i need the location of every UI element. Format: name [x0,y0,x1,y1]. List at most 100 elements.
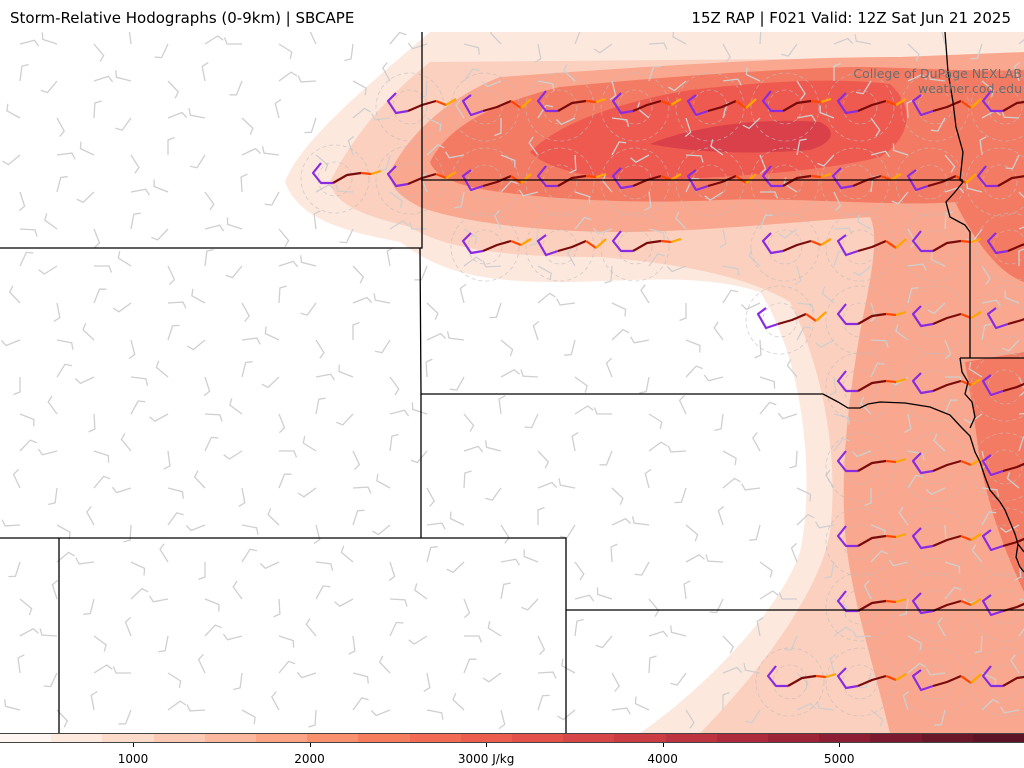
wind-barb [315,154,329,172]
wind-barb [571,432,579,452]
hodograph-trace-upper [761,165,783,188]
wind-barb [423,672,431,692]
hodograph-trace-mid [885,534,897,539]
colorbar-segment [972,734,1024,742]
hodograph-ring [820,147,890,217]
hodograph-trace-mid [510,100,522,109]
hodograph-ring [987,664,1023,700]
wind-barb [339,228,354,244]
hodograph-trace-upper [986,307,1009,330]
wind-barb [941,32,946,45]
wind-barb [574,376,588,393]
hodograph-trace-upper-mid [970,237,982,244]
wind-barb [241,147,262,156]
hodograph-ring [767,89,803,125]
wind-barb [630,336,650,344]
hodograph-trace-mid [960,534,972,542]
wind-barb [933,434,946,452]
colorbar-segment [204,734,257,742]
wind-barb [463,256,483,267]
state-border [944,32,971,358]
wind-barb [352,265,365,284]
wind-barb [534,43,542,63]
hodograph-trace-upper-mid [520,173,532,184]
map-panel[interactable]: College of DuPage NEXLAB weather.cod.edu [0,32,1024,733]
wind-barb [487,620,502,637]
wind-barb [264,326,280,341]
hodograph-ring [842,229,878,265]
wind-barb [833,37,854,45]
hodograph-trace-upper-mid [825,672,837,679]
wind-barb [927,72,946,82]
wind-barb [740,302,761,311]
state-border [419,247,1024,553]
hodograph-trace-upper-mid [820,172,832,179]
wind-barb [829,376,837,396]
wind-barb [267,508,280,526]
wind-barb [759,154,767,175]
wind-barb [500,582,511,600]
hodograph-ring [900,572,970,642]
hodograph-trace-low [632,99,662,113]
wind-barb [1005,154,1020,170]
hodograph-ring [917,524,953,560]
wind-barb [446,331,465,341]
wind-barb [264,191,280,206]
wind-barb [463,413,475,432]
wind-barb [485,487,502,501]
wind-barb [154,43,169,59]
wind-barb [37,448,58,456]
wind-barb [500,369,520,378]
wind-barb [223,37,242,45]
wind-barb [630,154,650,163]
wind-barb [870,117,881,137]
wind-barb [685,154,704,163]
wind-barb [189,154,206,169]
wind-barb [8,285,21,304]
hodograph-trace-mid [510,239,522,247]
wind-barb [500,339,514,357]
hodograph-trace-upper-mid [745,98,757,109]
wind-barb [241,117,254,135]
wind-barb [489,32,502,45]
wind-barb [825,469,835,489]
hodograph-trace-upper-mid [895,238,907,249]
wind-barb [819,105,835,119]
wind-barb [574,561,585,581]
hodograph-ring [992,302,1024,338]
wind-barb [347,135,355,156]
wind-barb [149,595,169,603]
colorbar-segment [870,734,922,742]
wind-barb [500,154,516,168]
wind-barb [796,672,809,690]
wind-barb [852,630,872,638]
hodograph-trace-upper-mid [445,171,457,179]
wind-barb [426,332,447,341]
hodograph-trace-low [932,99,962,113]
hodograph-trace-upper [911,527,934,550]
wind-barb [489,302,502,319]
wind-barb [241,709,256,725]
wind-barb [796,702,817,711]
hodograph-trace-upper [831,167,854,190]
wind-barb [648,228,665,240]
wind-barb [389,220,409,230]
wind-barb [278,71,298,82]
hodograph-trace-low [932,534,962,548]
wind-barb [870,150,891,158]
wind-barb [500,180,518,193]
wind-barb [500,524,510,544]
hodograph-ring [825,572,895,642]
wind-barb [759,401,777,415]
wind-barb [112,302,132,313]
wind-barb [188,108,206,119]
colorbar-segment [614,734,666,742]
hodograph-ring [825,647,895,717]
wind-barb [19,251,34,267]
wind-barb [158,635,169,653]
hodograph-ring [750,212,820,282]
hodograph-ring [450,212,520,282]
wind-barb-layer [0,32,1024,730]
wind-barb [410,450,428,464]
wind-barb [796,326,812,341]
